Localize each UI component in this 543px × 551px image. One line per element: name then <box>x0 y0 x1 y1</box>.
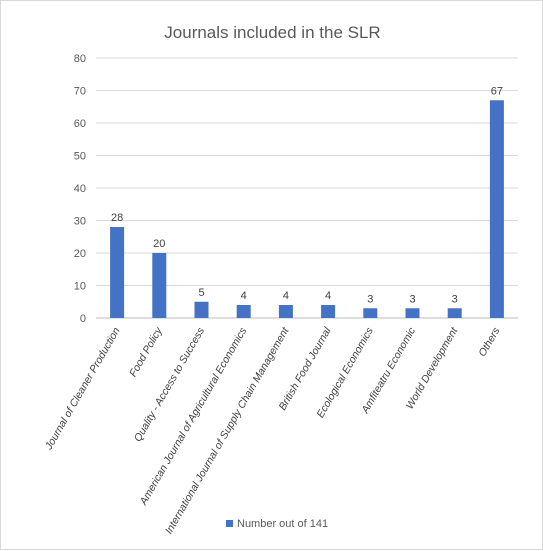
data-label: 4 <box>325 290 331 302</box>
data-label: 3 <box>409 293 415 305</box>
y-tick-label: 50 <box>74 151 86 163</box>
data-label: 20 <box>153 238 165 250</box>
bar <box>236 305 251 318</box>
gridlines <box>96 57 518 319</box>
y-axis-ticks: 0 10 20 30 40 50 60 70 80 <box>74 53 86 325</box>
data-label: 3 <box>367 293 373 305</box>
legend-label: Number out of 141 <box>237 518 328 530</box>
y-tick-label: 70 <box>74 86 86 98</box>
x-axis-category-labels: Journal of Cleaner Production Food Policy… <box>42 325 503 537</box>
data-label: 4 <box>241 290 247 302</box>
y-tick-label: 60 <box>74 118 86 130</box>
y-tick-label: 40 <box>74 183 86 195</box>
legend-swatch <box>226 520 233 527</box>
bar <box>363 308 378 318</box>
data-label: 28 <box>111 212 123 224</box>
y-tick-label: 30 <box>74 216 86 228</box>
bars <box>110 100 504 318</box>
data-label: 3 <box>452 293 458 305</box>
y-tick-label: 0 <box>80 313 86 325</box>
bar <box>321 305 336 318</box>
y-tick-label: 80 <box>74 53 86 65</box>
x-category-label: Journal of Cleaner Production <box>42 325 122 452</box>
chart-title: Journals included in the SLR <box>164 23 380 42</box>
data-label: 5 <box>198 287 204 299</box>
y-tick-label: 10 <box>74 281 86 293</box>
bar <box>405 308 420 318</box>
bar <box>152 253 167 318</box>
legend: Number out of 141 <box>226 518 328 530</box>
data-labels: 28 20 5 4 4 4 3 3 3 67 <box>111 85 503 305</box>
data-label: 4 <box>283 290 289 302</box>
bar <box>489 100 504 318</box>
bar <box>110 227 125 318</box>
y-tick-label: 20 <box>74 248 86 260</box>
data-label: 67 <box>491 85 503 97</box>
bar <box>194 301 209 318</box>
x-category-label: Others <box>476 325 503 359</box>
x-category-label: Food Policy <box>127 325 165 379</box>
x-category-label: Quality - Access to Success <box>132 325 208 444</box>
bar <box>447 308 462 318</box>
bar <box>278 305 293 318</box>
